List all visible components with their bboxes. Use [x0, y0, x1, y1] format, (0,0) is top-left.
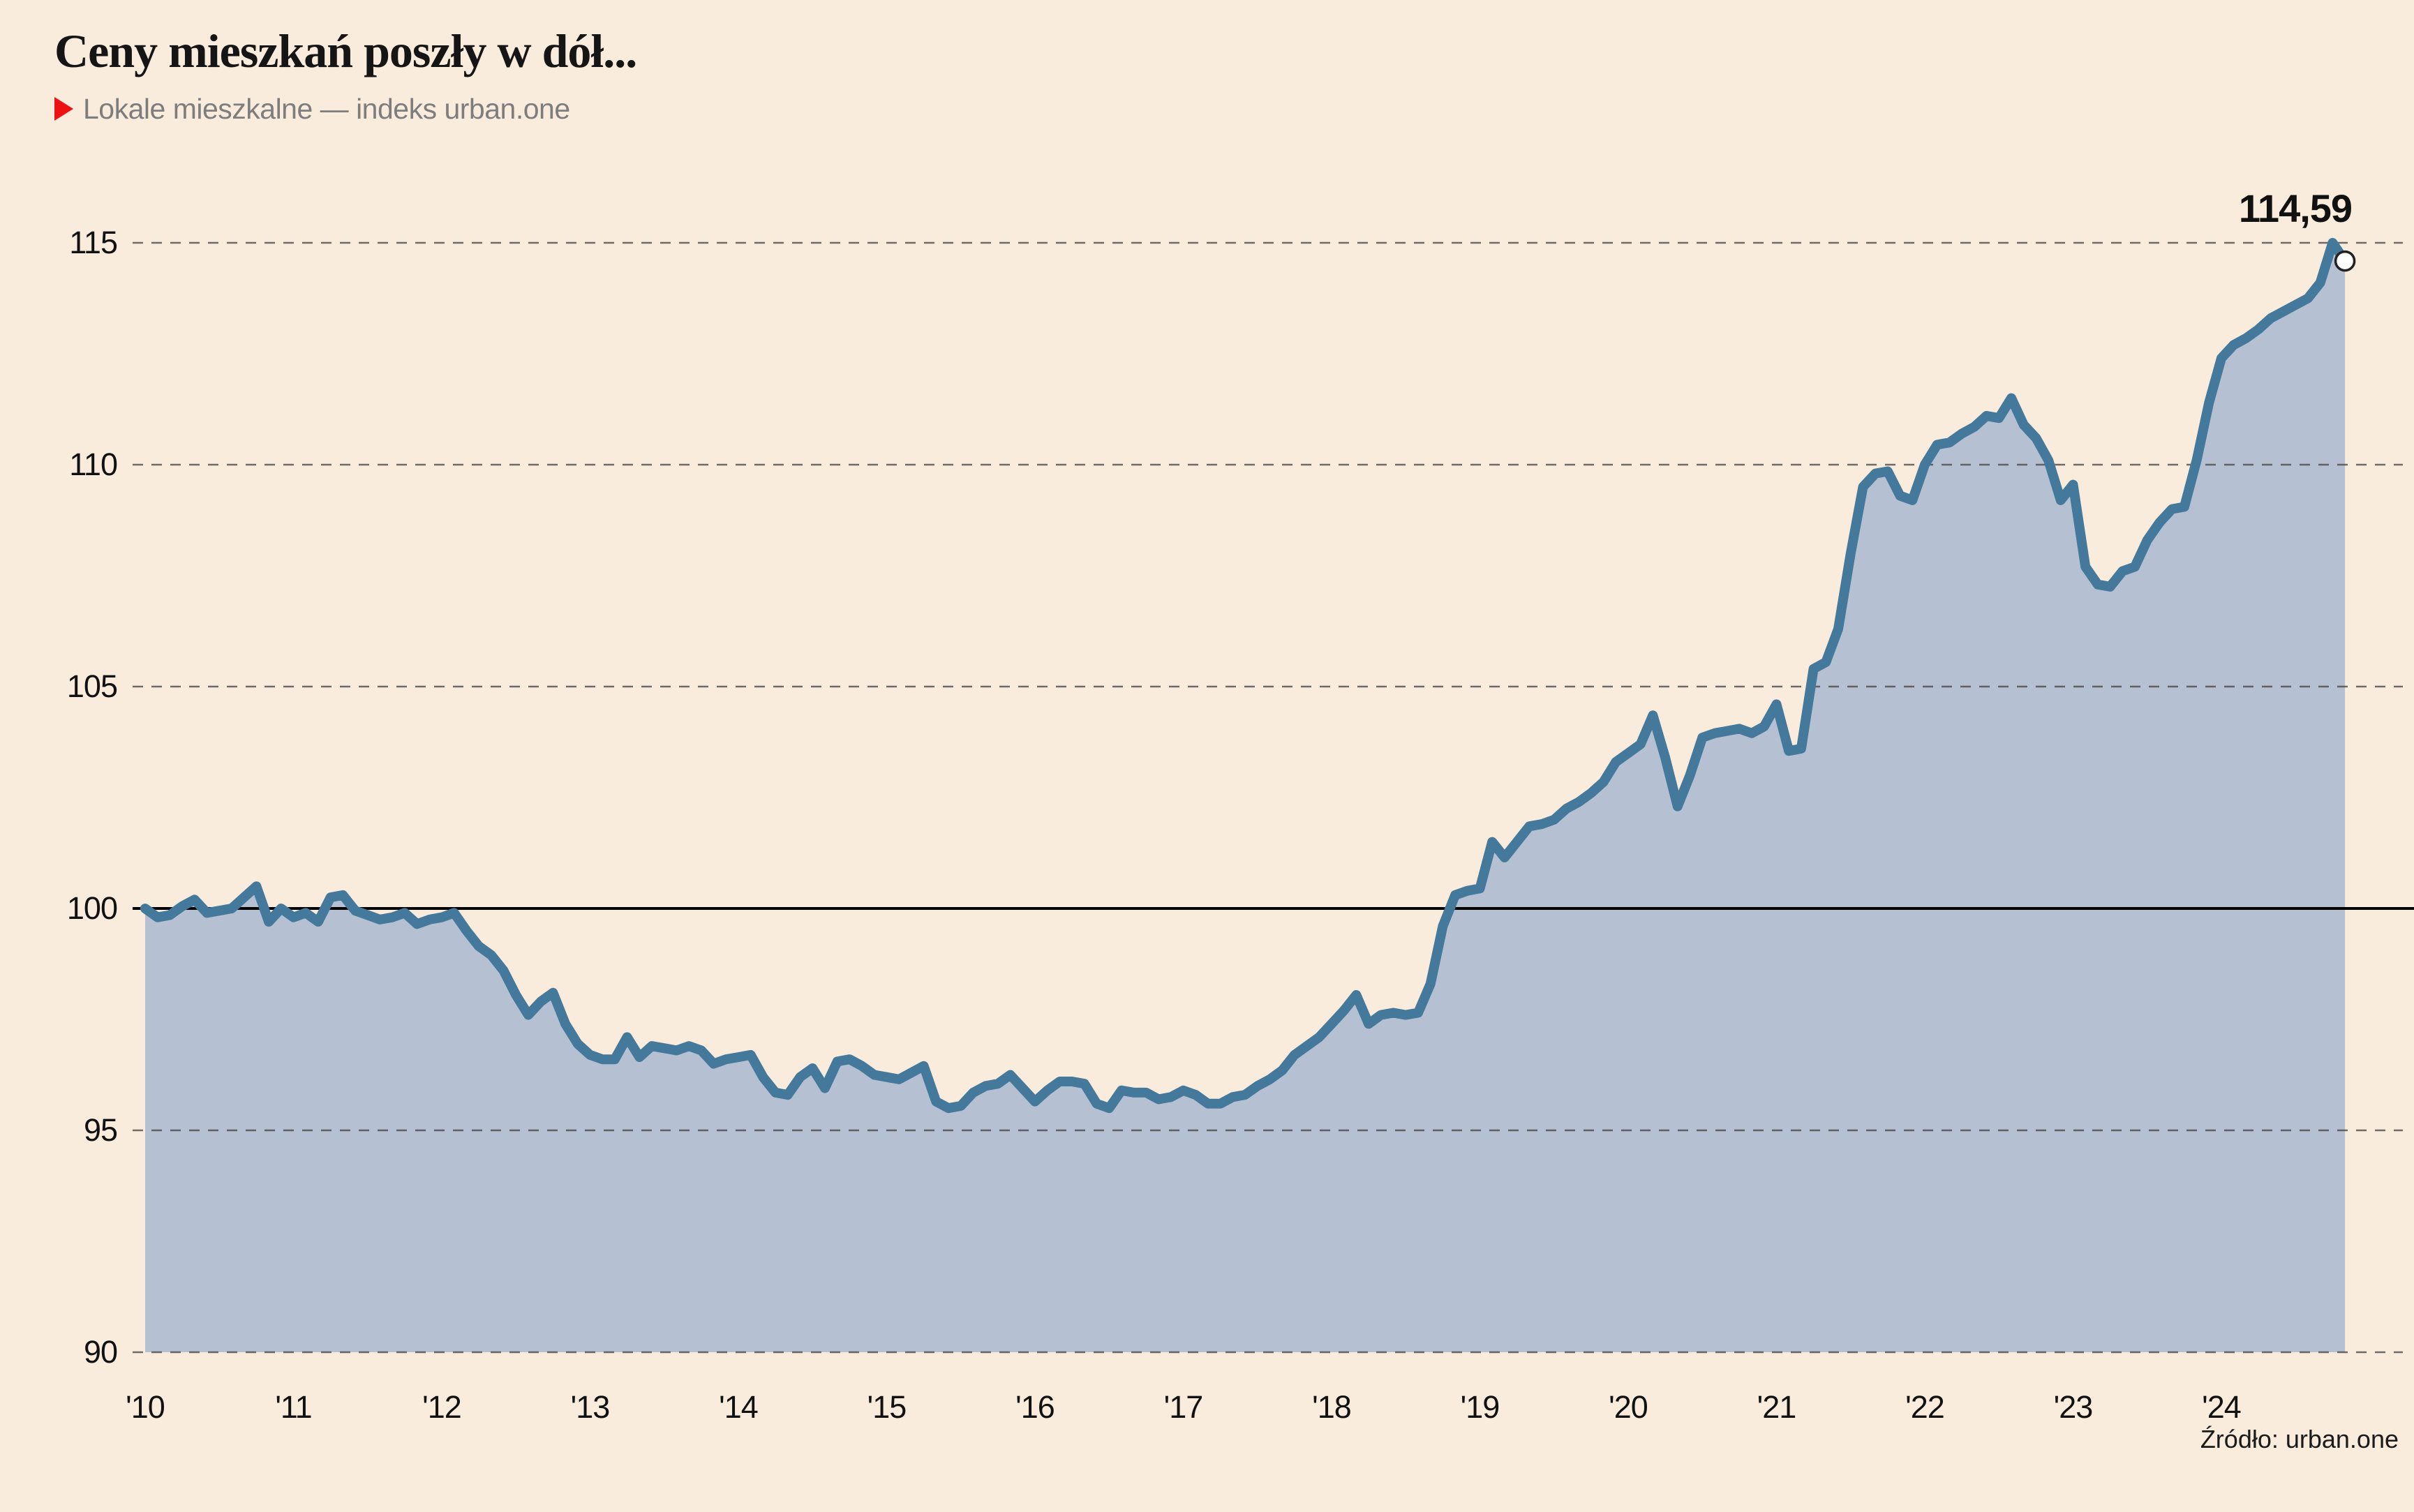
price-line: [140, 238, 2356, 1114]
last-value-label: 114,59: [2239, 186, 2352, 230]
x-tick-label: '20: [1609, 1389, 1648, 1425]
axis-labels: 115 110 105 100 95 90 114,59 '10 '11 '12 '13 '14 '15…: [67, 186, 2353, 1425]
x-tick-label: '24: [2202, 1389, 2241, 1425]
x-tick-label: '19: [1461, 1389, 1500, 1425]
page-title: Ceny mieszkań poszły w dół...: [54, 24, 637, 77]
x-tick-label: '22: [1905, 1389, 1944, 1425]
y-tick-label: 100: [67, 890, 117, 926]
source-note: Źródło: urban.one: [2200, 1425, 2399, 1453]
x-tick-label: '23: [2054, 1389, 2093, 1425]
x-tick-label: '15: [867, 1389, 907, 1425]
price-line-path: [140, 238, 2350, 1114]
price-area: [145, 243, 2346, 1352]
x-tick-label: '10: [126, 1389, 165, 1425]
chart-header: Ceny mieszkań poszły w dół... Lokale mie…: [54, 24, 637, 126]
chart-subtitle: Lokale mieszkalne — indeks urban.one: [83, 92, 570, 125]
y-tick-label: 90: [84, 1334, 117, 1370]
gridlines-over-area: [133, 241, 2414, 1354]
last-point-marker: [2334, 250, 2356, 272]
x-tick-label: '13: [571, 1389, 610, 1425]
price-area-fill: [145, 243, 2346, 1352]
x-tick-label: '11: [275, 1389, 311, 1425]
x-tick-label: '12: [422, 1389, 461, 1425]
y-tick-label: 110: [69, 447, 117, 482]
x-tick-label: '21: [1757, 1389, 1796, 1425]
x-tick-label: '17: [1164, 1389, 1203, 1425]
y-tick-label: 115: [69, 225, 117, 260]
x-tick-label: '14: [719, 1389, 758, 1425]
legend-row: Lokale mieszkalne — indeks urban.one: [54, 93, 636, 126]
y-tick-label: 105: [67, 668, 117, 704]
red-triangle-bullet-icon: [54, 97, 73, 121]
x-tick-label: '18: [1312, 1389, 1351, 1425]
x-tick-label: '16: [1015, 1389, 1055, 1425]
y-tick-label: 95: [84, 1112, 117, 1148]
